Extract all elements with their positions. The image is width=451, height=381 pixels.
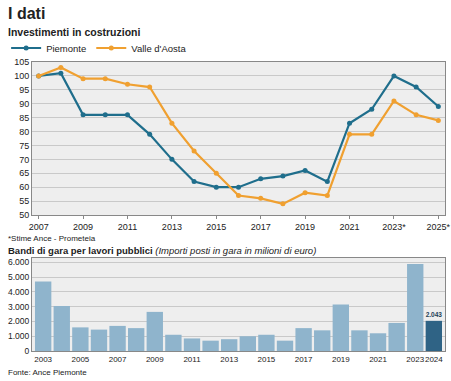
svg-text:2013: 2013 — [220, 355, 238, 364]
svg-text:I dati: I dati — [8, 5, 45, 22]
svg-text:2019: 2019 — [332, 355, 350, 364]
svg-text:2015: 2015 — [206, 222, 226, 232]
svg-text:4.000: 4.000 — [8, 287, 30, 297]
svg-text:60: 60 — [19, 182, 29, 192]
svg-text:3.000: 3.000 — [8, 302, 30, 312]
svg-text:2011: 2011 — [183, 355, 201, 364]
svg-text:0: 0 — [25, 346, 30, 356]
svg-text:6.000: 6.000 — [8, 257, 30, 267]
svg-text:80: 80 — [19, 127, 29, 137]
svg-text:70: 70 — [19, 155, 29, 165]
svg-text:55: 55 — [19, 196, 29, 206]
svg-text:75: 75 — [19, 141, 29, 151]
svg-text:2011: 2011 — [118, 222, 137, 232]
svg-text:2.043: 2.043 — [426, 311, 443, 318]
svg-text:Fonte: Ance Piemonte: Fonte: Ance Piemonte — [8, 368, 87, 377]
svg-text:50: 50 — [19, 210, 29, 220]
svg-text:Bandi di gara per lavori pubbl: Bandi di gara per lavori pubblici (Impor… — [8, 245, 316, 256]
svg-text:2007: 2007 — [29, 222, 49, 232]
svg-text:2015: 2015 — [258, 355, 276, 364]
svg-text:Valle d'Aosta: Valle d'Aosta — [131, 43, 186, 54]
svg-text:2009: 2009 — [146, 355, 164, 364]
svg-text:2003: 2003 — [34, 355, 52, 364]
svg-text:1.000: 1.000 — [8, 331, 30, 341]
svg-text:2.000: 2.000 — [8, 316, 30, 326]
svg-text:2023: 2023 — [406, 355, 424, 364]
svg-text:2017: 2017 — [295, 355, 313, 364]
svg-text:2007: 2007 — [109, 355, 127, 364]
svg-text:Piemonte: Piemonte — [46, 43, 86, 54]
svg-text:2005: 2005 — [71, 355, 89, 364]
svg-text:2019: 2019 — [295, 222, 315, 232]
svg-text:2017: 2017 — [251, 222, 271, 232]
svg-text:2023*: 2023* — [382, 222, 406, 232]
svg-text:Investimenti in costruzioni: Investimenti in costruzioni — [8, 26, 141, 38]
svg-text:2025*: 2025* — [427, 222, 451, 232]
svg-text:100: 100 — [14, 71, 29, 81]
svg-text:85: 85 — [19, 113, 29, 123]
svg-text:90: 90 — [19, 99, 29, 109]
svg-text:2021: 2021 — [369, 355, 387, 364]
svg-text:5.000: 5.000 — [8, 272, 30, 282]
svg-text:*Stime Ance - Prometeia: *Stime Ance - Prometeia — [8, 234, 96, 243]
svg-text:2009: 2009 — [73, 222, 93, 232]
svg-text:105: 105 — [14, 57, 29, 67]
svg-text:95: 95 — [19, 85, 29, 95]
svg-text:65: 65 — [19, 168, 29, 178]
svg-text:2021: 2021 — [340, 222, 360, 232]
svg-text:2024: 2024 — [425, 355, 443, 364]
svg-text:2013: 2013 — [162, 222, 182, 232]
